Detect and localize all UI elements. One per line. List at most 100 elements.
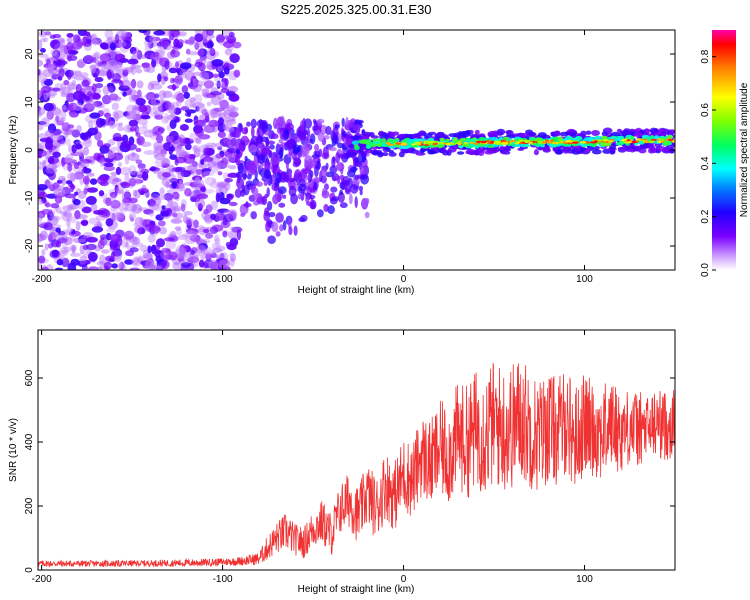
spectrogram-cell xyxy=(43,78,54,86)
spectrogram-cell xyxy=(83,187,88,195)
spectrogram-cell xyxy=(487,130,497,136)
spectrogram-cell xyxy=(644,140,650,144)
spectrogram-cell xyxy=(352,124,361,131)
spectrogram-cell xyxy=(60,92,68,98)
spectrogram-cell xyxy=(83,31,91,37)
spectrogram-cell xyxy=(486,143,492,149)
spectrogram-cell xyxy=(196,102,206,113)
spectrogram-cell xyxy=(325,171,334,178)
colorbar-gradient xyxy=(712,30,736,270)
spectrogram-cell xyxy=(128,94,135,103)
spectrogram-cell xyxy=(64,153,74,163)
spectrogram-cell xyxy=(93,152,101,161)
spectrogram-cell xyxy=(143,209,154,215)
spectrogram-y-tick-label: -10 xyxy=(24,190,35,205)
spectrogram-cell xyxy=(152,110,164,116)
spectrogram-cell xyxy=(339,202,348,209)
spectrogram-cell xyxy=(173,140,181,151)
spectrogram-cell xyxy=(91,37,102,45)
spectrogram-cell xyxy=(310,198,315,210)
spectrogram-cell xyxy=(74,143,83,150)
spectrogram-cell xyxy=(49,39,61,50)
spectrogram-cell xyxy=(61,178,67,186)
spectrogram-cell xyxy=(439,141,443,145)
spectrogram-cell xyxy=(144,50,156,60)
spectrogram-x-tick-label: 100 xyxy=(576,274,593,285)
spectrogram-cell xyxy=(389,131,395,137)
spectrogram-cell xyxy=(130,257,142,267)
spectrogram-cell xyxy=(88,120,94,130)
spectrogram-cell xyxy=(157,73,162,83)
spectrogram-cell xyxy=(197,62,206,72)
spectrogram-cell xyxy=(124,173,130,184)
spectrogram-cell xyxy=(113,212,120,221)
spectrogram-cell xyxy=(127,58,139,65)
spectrogram-cell xyxy=(77,238,86,243)
spectrogram-cell xyxy=(224,78,229,87)
spectrogram-cell xyxy=(342,175,351,187)
spectrogram-cell xyxy=(320,168,328,177)
spectrogram-cell xyxy=(223,159,228,165)
spectrogram-cell xyxy=(55,240,62,248)
spectrogram-cell xyxy=(47,67,59,75)
spectrogram-cell xyxy=(536,140,543,143)
spectrogram-cell xyxy=(122,66,135,73)
spectrogram-cell xyxy=(87,90,93,96)
spectrogram-cell xyxy=(102,143,111,149)
spectrogram-cell xyxy=(52,49,61,60)
spectrogram-cell xyxy=(638,138,643,141)
spectrogram-cell xyxy=(161,176,171,187)
spectrogram-cell xyxy=(148,203,160,211)
spectrogram-cell xyxy=(84,95,91,101)
spectrogram-cell xyxy=(81,79,90,88)
spectrogram-cell xyxy=(218,112,227,119)
spectrogram-cell xyxy=(282,194,287,200)
spectrogram-cell xyxy=(67,262,77,270)
spectrogram-cell xyxy=(377,137,382,143)
spectrogram-cell xyxy=(53,187,63,198)
spectrogram-cell xyxy=(198,242,208,251)
spectrogram-cell xyxy=(59,210,64,215)
spectrogram-x-ticks: -200 -100 0 100 xyxy=(32,30,593,285)
spectrogram-cell xyxy=(52,182,60,189)
spectrogram-cell xyxy=(267,174,273,186)
spectrogram-cell xyxy=(92,38,98,46)
spectrogram-cell xyxy=(190,181,203,190)
spectrogram-cell xyxy=(309,160,317,167)
spectrogram-cell xyxy=(147,245,152,254)
spectrogram-cell xyxy=(668,138,674,142)
spectrogram-cell xyxy=(64,193,77,199)
spectrogram-cell xyxy=(124,199,130,207)
spectrogram-cell xyxy=(74,191,79,196)
spectrogram-cell xyxy=(232,41,242,49)
spectrogram-cell xyxy=(129,46,137,55)
spectrogram-cell xyxy=(117,213,126,223)
spectrogram-cell xyxy=(218,71,225,79)
spectrogram-cell xyxy=(165,239,177,250)
spectrogram-cell xyxy=(74,70,82,76)
spectrogram-cell xyxy=(86,243,97,251)
spectrogram-cell xyxy=(189,195,197,203)
spectrogram-cell xyxy=(217,208,230,213)
spectrogram-cell xyxy=(223,136,228,147)
spectrogram-cell xyxy=(191,167,197,177)
spectrogram-cell xyxy=(349,135,357,139)
spectrogram-cell xyxy=(52,151,61,158)
spectrogram-cell xyxy=(137,118,148,126)
spectrogram-cell xyxy=(60,235,69,243)
spectrogram-cell xyxy=(152,103,164,111)
spectrogram-cell xyxy=(192,145,201,153)
spectrogram-cell xyxy=(486,148,494,154)
spectrogram-cell xyxy=(354,196,358,209)
spectrogram-cell xyxy=(193,189,202,194)
spectrogram-cell xyxy=(388,151,397,157)
spectrogram-cell xyxy=(409,149,420,154)
spectrogram-cell xyxy=(177,171,184,181)
spectrogram-cell xyxy=(146,252,153,262)
spectrogram-cell xyxy=(102,94,114,104)
spectrogram-cell xyxy=(189,97,196,103)
spectrogram-cell xyxy=(169,230,177,237)
spectrogram-cell xyxy=(94,126,99,134)
spectrogram-cell xyxy=(330,130,336,142)
spectrogram-cell xyxy=(163,237,175,242)
